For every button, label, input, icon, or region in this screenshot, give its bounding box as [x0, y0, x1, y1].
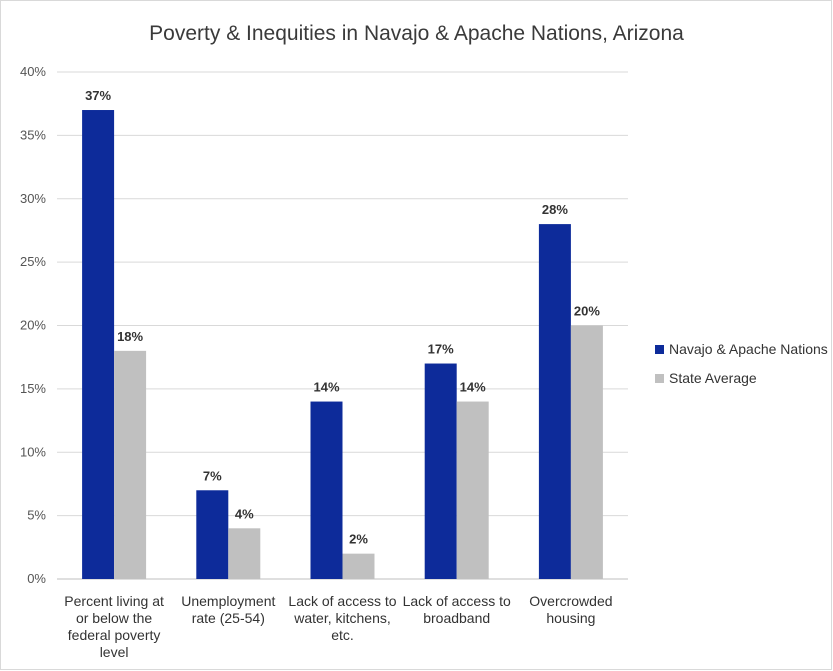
x-tick-label: etc. [331, 627, 354, 643]
bar [82, 110, 115, 580]
bar [196, 490, 229, 579]
y-tick-label: 35% [20, 127, 46, 142]
data-label: 4% [235, 506, 254, 521]
x-tick-label: Unemployment [181, 593, 275, 609]
x-tick-label: Percent living at [64, 593, 164, 609]
data-label: 37% [85, 88, 111, 103]
data-label: 17% [428, 342, 454, 357]
bar [342, 553, 375, 579]
x-tick-label: Lack of access to [288, 593, 396, 609]
data-label: 20% [574, 304, 600, 319]
data-label: 28% [542, 202, 568, 217]
data-label: 18% [117, 329, 143, 344]
y-tick-label: 15% [20, 381, 46, 396]
x-tick-label: broadband [423, 610, 490, 626]
legend-label: Navajo & Apache Nations [669, 341, 828, 357]
y-tick-label: 40% [20, 64, 46, 79]
data-label: 14% [313, 380, 339, 395]
data-labels: 37% 18% 7% 4% 14% 2% 17% 14% 28% 20% [85, 88, 600, 547]
y-tick-label: 20% [20, 318, 46, 333]
bar [310, 401, 343, 579]
x-tick-label: rate (25-54) [192, 610, 265, 626]
bar [456, 401, 489, 579]
legend: Navajo & Apache Nations State Average [655, 341, 828, 386]
bar [228, 528, 261, 579]
x-tick-label: federal poverty [68, 627, 161, 643]
data-label: 7% [203, 468, 222, 483]
y-tick-label: 0% [27, 571, 46, 586]
y-tick-label: 5% [27, 508, 46, 523]
x-tick-label: or below the [76, 610, 152, 626]
data-label: 14% [460, 380, 486, 395]
chart-title: Poverty & Inequities in Navajo & Apache … [149, 22, 684, 45]
bars [82, 110, 603, 580]
x-tick-label: Lack of access to [403, 593, 511, 609]
bar [570, 325, 603, 579]
y-tick-label: 25% [20, 254, 46, 269]
x-tick-label: water, kitchens, [293, 610, 391, 626]
y-tick-label: 10% [20, 444, 46, 459]
bar [538, 224, 571, 579]
x-tick-label: housing [546, 610, 595, 626]
data-label: 2% [349, 532, 368, 547]
bar [424, 363, 457, 579]
x-tick-label: Overcrowded [529, 593, 612, 609]
legend-swatch [655, 374, 664, 383]
y-axis: 0% 5% 10% 15% 20% 25% 30% 35% 40% [20, 64, 46, 586]
y-tick-label: 30% [20, 191, 46, 206]
x-tick-label: level [100, 644, 129, 660]
legend-label: State Average [669, 370, 757, 386]
bar [114, 350, 147, 579]
legend-swatch [655, 345, 664, 354]
